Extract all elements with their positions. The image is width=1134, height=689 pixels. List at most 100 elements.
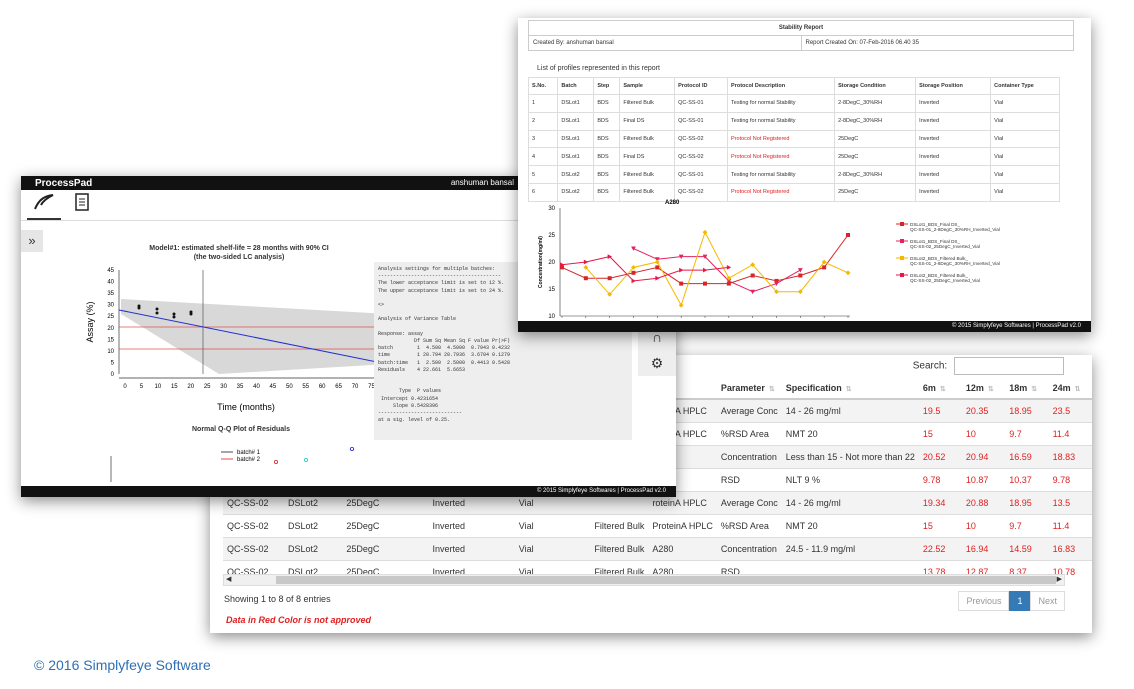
legend-label[interactable]: DSLot2_BDS_Filtered Bulk_ QC-SS-02_25DegC… (910, 273, 980, 283)
report-cell: BDS (593, 129, 621, 149)
table-cell: 14 - 26 mg/ml (781, 491, 919, 515)
table-cell: Average Conc (716, 398, 782, 423)
settings-gear-icon[interactable]: ⚙ (650, 355, 664, 371)
report-cell: 3 (527, 129, 559, 149)
previous-button[interactable]: Previous (958, 591, 1010, 611)
expand-sidebar-button[interactable]: » (21, 230, 43, 252)
table-cell: Inverted (428, 537, 515, 561)
table-cell: 10.87 (961, 468, 1006, 492)
report-cell: Protocol Not Registered (727, 182, 836, 202)
data-point (155, 307, 159, 311)
sort-icon[interactable]: ⇅ (768, 385, 775, 393)
chart-y-tick-label: 20 (548, 260, 555, 266)
column-header-label: 18m (1009, 382, 1028, 393)
legend-label[interactable]: DSLot2_BDS_Filtered Bulk_ QC-SS-01_2-8Deg… (910, 256, 1000, 266)
report-cell: 25DegC (834, 129, 917, 149)
series-point (821, 259, 827, 265)
table-cell: 24.5 - 11.9 mg/ml (781, 537, 919, 561)
series-point (750, 273, 755, 278)
table-cell: 16.59 (1005, 445, 1049, 469)
table-row[interactable]: QC-SS-02 DSLot2 25DegC Inverted Vial Filtered… (223, 514, 1092, 538)
report-cell: 2-8DegC_30%RH (834, 111, 917, 131)
report-cell: Inverted (915, 94, 992, 113)
data-point (155, 311, 159, 315)
report-column-header: Container Type (990, 77, 1060, 95)
report-cell: DSLot2 (557, 182, 595, 202)
report-cell: Testing for normal Stability (727, 165, 836, 184)
legend-label[interactable]: DSLot1_BDS_Final DS_ QC-SS-01_2-8DegC_30%… (910, 222, 1000, 232)
table-cell: 14 - 26 mg/ml (781, 398, 919, 423)
report-cell: BDS (593, 147, 621, 167)
y-tick-label: 40 (107, 280, 114, 286)
user-name[interactable]: anshuman bansal (450, 178, 514, 187)
series-point (774, 281, 779, 286)
report-cell: 25DegC (834, 182, 917, 202)
y-tick-label: 10 (107, 349, 114, 355)
report-column-header: Sample (619, 77, 676, 95)
scroll-right-icon[interactable]: ▶ (1056, 576, 1062, 583)
report-tab[interactable] (65, 192, 99, 218)
report-row: 2 DSLot1 BDS Final DS QC-SS-01 Testing for no… (527, 111, 1060, 131)
table-cell: Vial (514, 514, 591, 538)
created-by: Created By: anshuman bansal (529, 36, 802, 50)
sort-icon[interactable]: ⇅ (987, 385, 994, 393)
horizontal-scrollbar[interactable]: ◀ ▶ (223, 574, 1065, 586)
distribution-icon[interactable]: ∩ (651, 329, 663, 345)
sort-icon[interactable]: ⇅ (845, 385, 852, 393)
report-column-header: Step (593, 77, 621, 95)
copyright-text: © 2016 Simplyfeye Software (34, 657, 211, 673)
series-point (655, 265, 660, 270)
table-cell: Concentration (716, 445, 782, 469)
series-point (655, 275, 660, 281)
column-header[interactable]: 18m ⇅ (1005, 377, 1049, 400)
series-point (654, 259, 660, 265)
sort-icon[interactable]: ⇅ (1074, 385, 1081, 393)
report-cell: BDS (593, 165, 621, 184)
series-point (703, 267, 708, 273)
analysis-tab[interactable] (27, 192, 61, 220)
x-tick-label: 35 (237, 384, 244, 390)
table-cell: 23.5 (1048, 398, 1092, 423)
sort-icon[interactable]: ⇅ (1031, 385, 1038, 393)
report-column-header: Batch (557, 77, 595, 95)
x-tick-label: 10 (155, 384, 162, 390)
report-cell: 2 (527, 111, 559, 131)
next-button[interactable]: Next (1030, 591, 1065, 611)
column-header[interactable]: Parameter ⇅ (716, 377, 782, 400)
pagination: Previous 1 Next (958, 591, 1065, 611)
report-cell: Protocol Not Registered (727, 147, 836, 167)
legend-label[interactable]: DSLot1_BDS_Final DS_ QC-SS-02_25DegC_Inve… (910, 239, 980, 249)
report-cell: DSLot1 (557, 94, 595, 113)
column-header[interactable]: 12m ⇅ (961, 377, 1006, 400)
y-tick-label: 20 (107, 326, 114, 332)
y-tick-label: 45 (107, 268, 114, 274)
table-cell: %RSD Area (716, 422, 782, 446)
table-row[interactable]: QC-SS-02 DSLot2 25DegC Inverted Vial Filtered… (223, 537, 1092, 561)
scrollbar-thumb[interactable] (276, 576, 1056, 584)
column-header[interactable]: 6m ⇅ (918, 377, 962, 400)
report-cell: Testing for normal Stability (727, 111, 836, 131)
page-1-button[interactable]: 1 (1009, 591, 1031, 611)
regression-line (118, 309, 398, 367)
series-point (678, 302, 684, 308)
report-cell: DSLot1 (557, 147, 595, 167)
table-cell: A280 (648, 537, 717, 561)
y-tick-label: 25 (107, 314, 114, 320)
series-point (607, 254, 613, 259)
report-cell: QC-SS-02 (674, 182, 729, 202)
report-cell: Protocol Not Registered (727, 129, 836, 149)
table-cell: 18.95 (1005, 398, 1049, 423)
scroll-left-icon[interactable]: ◀ (226, 576, 232, 583)
column-header[interactable]: Specification ⇅ (781, 377, 919, 400)
sort-icon[interactable]: ⇅ (939, 385, 946, 393)
series-point (631, 246, 636, 251)
x-tick-label: 65 (335, 384, 342, 390)
search-label: Search: (912, 360, 948, 372)
table-cell: NLT 9 % (781, 468, 919, 492)
search-input[interactable] (954, 357, 1064, 375)
table-cell: NMT 20 (781, 514, 919, 538)
report-row: 5 DSLot2 BDS Filtered Bulk QC-SS-01 Testing f… (527, 165, 1060, 184)
column-header[interactable]: 24m ⇅ (1048, 377, 1092, 400)
table-cell: Filtered Bulk (590, 537, 649, 561)
report-row: 3 DSLot1 BDS Filtered Bulk QC-SS-02 Protocol … (527, 129, 1060, 149)
